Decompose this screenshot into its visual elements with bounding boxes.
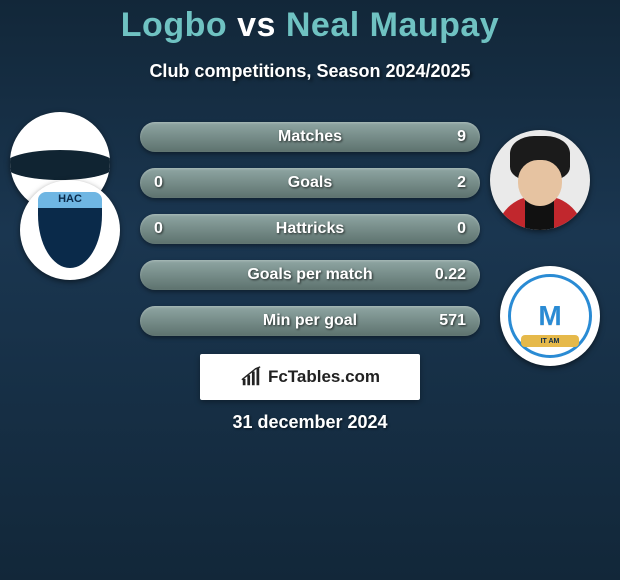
stat-label: Hattricks: [276, 220, 344, 238]
stat-row-goals: 0 Goals 2: [140, 168, 480, 198]
stat-right-value: 571: [439, 312, 466, 330]
stat-label: Goals: [288, 174, 332, 192]
avatar-shadow-icon: [10, 150, 110, 180]
face-icon: [518, 160, 562, 206]
hac-shield-icon: HAC: [38, 192, 102, 268]
stat-row-min-per-goal: Min per goal 571: [140, 306, 480, 336]
date-label: 31 december 2024: [0, 412, 620, 433]
stat-right-value: 9: [457, 128, 466, 146]
player2-club-badge: M IT AM: [500, 266, 600, 366]
stat-left-value: 0: [154, 174, 163, 192]
stat-left-value: 0: [154, 220, 163, 238]
comparison-card: Logbo vs Neal Maupay Club competitions, …: [0, 0, 620, 580]
stat-row-goals-per-match: Goals per match 0.22: [140, 260, 480, 290]
player1-name: Logbo: [121, 6, 227, 44]
om-letter-icon: M: [538, 300, 561, 332]
brand-box: FcTables.com: [200, 354, 420, 400]
bar-chart-icon: [240, 366, 262, 388]
om-ring-icon: M IT AM: [508, 274, 592, 358]
stat-right-value: 0.22: [435, 266, 466, 284]
subtitle: Club competitions, Season 2024/2025: [0, 61, 620, 82]
stat-row-hattricks: 0 Hattricks 0: [140, 214, 480, 244]
player2-avatar: [490, 130, 590, 230]
stat-label: Matches: [278, 128, 342, 146]
brand-text: FcTables.com: [268, 367, 380, 387]
stats-list: Matches 9 0 Goals 2 0 Hattricks 0 Goals …: [140, 122, 480, 352]
om-banner: IT AM: [521, 335, 579, 347]
player1-club-badge: HAC: [20, 180, 120, 280]
stat-label: Goals per match: [247, 266, 372, 284]
comparison-title: Logbo vs Neal Maupay: [0, 0, 620, 45]
vs-label: vs: [237, 6, 276, 44]
stat-right-value: 2: [457, 174, 466, 192]
player2-name: Neal Maupay: [286, 6, 499, 44]
stat-right-value: 0: [457, 220, 466, 238]
stat-row-matches: Matches 9: [140, 122, 480, 152]
stat-label: Min per goal: [263, 312, 357, 330]
hac-badge-text: HAC: [38, 193, 102, 205]
